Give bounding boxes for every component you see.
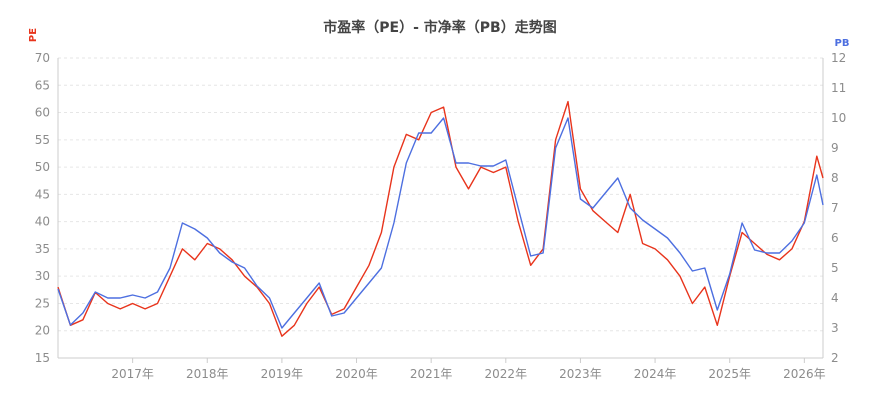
left-tick-label: 20 — [35, 324, 50, 338]
x-tick-label: 2018年 — [186, 367, 229, 381]
x-tick-label: 2019年 — [261, 367, 304, 381]
left-tick-label: 65 — [35, 78, 50, 92]
left-tick-label: 35 — [35, 242, 50, 256]
right-tick-label: 7 — [831, 201, 839, 215]
right-axis-label: PB — [835, 38, 850, 49]
left-tick-label: 40 — [35, 215, 50, 229]
left-axis-label: PE — [28, 28, 39, 42]
left-tick-label: 50 — [35, 160, 50, 174]
left-tick-label: 70 — [35, 51, 50, 65]
right-tick-label: 4 — [831, 291, 839, 305]
axes: 1520253035404550556065702345678910111220… — [35, 51, 847, 381]
right-tick-label: 12 — [831, 51, 846, 65]
left-tick-label: 15 — [35, 351, 50, 365]
x-tick-label: 2023年 — [559, 367, 602, 381]
right-tick-label: 11 — [831, 81, 846, 95]
chart-title: 市盈率（PE）- 市净率（PB）走势图 — [323, 19, 556, 36]
series-lines — [57, 100, 824, 337]
right-tick-label: 2 — [831, 351, 839, 365]
left-tick-label: 30 — [35, 269, 50, 283]
right-tick-label: 3 — [831, 321, 839, 335]
x-tick-label: 2024年 — [634, 367, 677, 381]
series-pb-line — [57, 117, 824, 329]
gridlines — [58, 57, 823, 332]
right-tick-label: 9 — [831, 141, 839, 155]
right-tick-label: 6 — [831, 231, 839, 245]
left-tick-label: 60 — [35, 106, 50, 120]
left-tick-label: 25 — [35, 296, 50, 310]
series-pe-line — [57, 100, 824, 337]
x-tick-label: 2017年 — [111, 367, 154, 381]
x-tick-label: 2026年 — [783, 367, 826, 381]
x-tick-label: 2025年 — [708, 367, 751, 381]
x-tick-label: 2022年 — [485, 367, 528, 381]
right-tick-label: 10 — [831, 111, 846, 125]
x-tick-label: 2021年 — [410, 367, 453, 381]
left-tick-label: 45 — [35, 187, 50, 201]
left-tick-label: 55 — [35, 133, 50, 147]
right-tick-label: 5 — [831, 261, 839, 275]
x-tick-label: 2020年 — [335, 367, 378, 381]
right-tick-label: 8 — [831, 171, 839, 185]
